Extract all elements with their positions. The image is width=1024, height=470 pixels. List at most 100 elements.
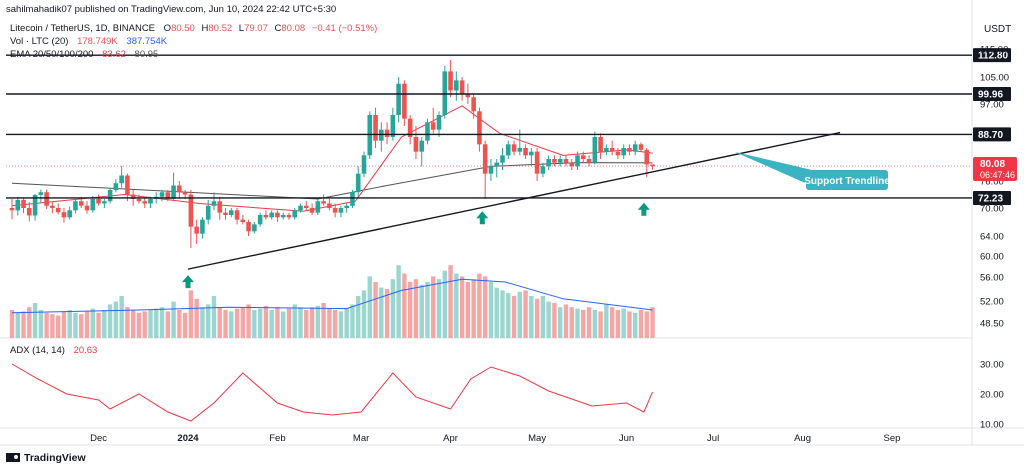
candle — [228, 208, 234, 218]
candle-body — [332, 208, 338, 213]
candle-body — [402, 83, 407, 119]
volume-bar — [177, 310, 182, 338]
volume-bar — [557, 307, 563, 338]
candle-body — [246, 222, 251, 232]
price-tick-label: 64.00 — [980, 232, 1004, 243]
candle-body — [280, 215, 286, 218]
candle-body — [448, 71, 453, 91]
candle — [373, 107, 378, 148]
candle — [107, 187, 113, 204]
candle-body — [569, 162, 575, 167]
candle — [459, 77, 465, 101]
candle-body — [102, 201, 107, 204]
candle-body — [442, 71, 448, 115]
last-price-badge: 80.08 06:47:46 — [973, 157, 1017, 181]
volume-bar — [142, 311, 147, 338]
volume-bar — [402, 273, 407, 338]
volume-bar — [304, 310, 309, 338]
svg-text:Litecoin / TetherUS, 1D, BINAN: Litecoin / TetherUS, 1D, BINANCE O80.50 … — [10, 23, 377, 34]
price-level-label: 99.96 — [978, 90, 1003, 101]
candle — [355, 166, 361, 197]
support-trendline — [187, 131, 841, 270]
volume-bar — [148, 310, 153, 338]
candle-body — [609, 148, 615, 152]
volume-bar — [194, 298, 199, 338]
candle — [44, 189, 49, 209]
price-tick-label: 56.00 — [980, 273, 1004, 284]
candle-body — [534, 151, 540, 174]
candle — [511, 140, 517, 156]
volume-ma-line — [11, 278, 653, 314]
candle-body — [638, 144, 644, 150]
candle-body — [177, 185, 182, 193]
candle-body — [194, 226, 199, 234]
volume-bar — [465, 282, 471, 338]
volume-bar — [609, 307, 615, 338]
candle-body — [344, 205, 349, 208]
adx-legend: ADX (14, 14) 20.63 — [10, 345, 97, 356]
candle-body — [396, 83, 401, 115]
adx-line — [11, 363, 653, 422]
candle — [471, 93, 476, 119]
candle-body — [205, 205, 211, 220]
volume-bar — [44, 312, 49, 338]
candle-body — [379, 129, 384, 141]
candle-body — [148, 199, 153, 204]
volume-bar — [633, 312, 638, 338]
volume-bar — [431, 276, 436, 338]
volume-bar — [90, 308, 95, 338]
time-tick-label: Dec — [90, 433, 107, 444]
candle — [454, 71, 459, 101]
candle-body — [413, 137, 419, 152]
candle — [379, 122, 384, 152]
candle-body — [107, 190, 113, 202]
price-level-label: 88.70 — [978, 130, 1003, 141]
tradingview-logo[interactable]: TradingView — [6, 452, 86, 464]
candle — [632, 140, 638, 156]
price-tick-label: 70.00 — [980, 204, 1004, 215]
candle — [240, 215, 246, 225]
volume-bar — [321, 303, 326, 338]
adx-tick-label: 20.00 — [980, 390, 1004, 401]
volume-bar — [627, 311, 632, 338]
candle — [419, 137, 425, 167]
candle-body — [529, 151, 534, 156]
volume-bar — [604, 304, 609, 338]
volume-bar — [50, 314, 55, 338]
candle — [96, 194, 101, 206]
candle-body — [84, 205, 90, 211]
candle-body — [604, 148, 609, 152]
time-tick-label: Apr — [443, 433, 458, 444]
candle-body — [315, 201, 321, 213]
candle — [177, 181, 182, 199]
candle — [523, 144, 528, 159]
candle-body — [171, 185, 176, 199]
volume-bar — [32, 303, 38, 338]
candle — [321, 194, 326, 206]
candle — [125, 173, 130, 202]
candle — [563, 155, 569, 167]
volume-bar — [263, 305, 269, 338]
candle-body — [269, 212, 274, 218]
volume-bar — [327, 308, 332, 338]
candle-body — [44, 192, 49, 206]
candle — [598, 133, 603, 159]
volume-bar — [482, 276, 488, 338]
candle — [159, 190, 165, 202]
price-tick-label: 48.50 — [980, 319, 1004, 330]
candle — [205, 199, 211, 225]
currency-label[interactable]: USDT — [984, 24, 1011, 35]
candle-body — [298, 205, 303, 211]
volume-bar — [159, 307, 165, 338]
candle — [350, 190, 355, 208]
price-tick-label: 115.00 — [980, 45, 1008, 56]
candle — [211, 192, 217, 211]
volume-bar — [130, 310, 136, 338]
candle-body — [517, 148, 523, 152]
support-trendline-annotation[interactable] — [806, 170, 888, 190]
time-tick-label: Feb — [269, 433, 285, 444]
candle-body — [580, 155, 586, 159]
volume-bar — [55, 315, 61, 338]
volume-bar — [154, 308, 159, 338]
candle-body — [465, 93, 471, 98]
